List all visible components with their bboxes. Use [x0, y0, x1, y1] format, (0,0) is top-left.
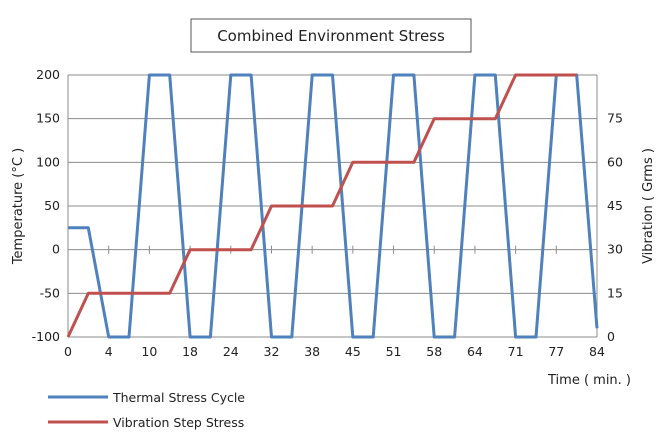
x-tick-label: 45 — [345, 344, 361, 359]
y2-tick-label: 0 — [607, 329, 615, 344]
x-tick-label: 38 — [304, 344, 320, 359]
x-tick-label: 0 — [64, 344, 72, 359]
legend: Thermal Stress Cycle Vibration Step Stre… — [48, 390, 245, 430]
y2-tick-label: 75 — [607, 111, 623, 126]
y2-tick-label: 15 — [607, 285, 623, 300]
y2-tick-label: 60 — [607, 154, 623, 169]
y-tick-label: 0 — [52, 242, 60, 257]
y-tick-label: -100 — [32, 329, 60, 344]
y2-tick-label: 45 — [607, 198, 623, 213]
legend-label-thermal: Thermal Stress Cycle — [112, 390, 245, 405]
x-tick-label: 10 — [141, 344, 157, 359]
y-tick-label: 150 — [36, 111, 60, 126]
x-tick-label: 84 — [589, 344, 605, 359]
x-tick-label: 51 — [386, 344, 402, 359]
y2-axis-label: Vibration ( Grms ) — [641, 148, 656, 264]
x-tick-label: 58 — [426, 344, 442, 359]
x-tick-label: 32 — [264, 344, 280, 359]
vibration-step-line — [66, 73, 577, 338]
chart-title: Combined Environment Stress — [217, 27, 445, 45]
y-tick-label: 100 — [36, 154, 60, 169]
thermal-stress-line — [68, 73, 599, 339]
x-tick-label: 77 — [548, 344, 564, 359]
x-tick-label: 18 — [182, 344, 198, 359]
x-tick-label: 24 — [223, 344, 239, 359]
legend-label-vibration: Vibration Step Stress — [113, 415, 244, 430]
y2-tick-label: 30 — [607, 242, 623, 257]
y-tick-label: 200 — [36, 67, 60, 82]
x-tick-label: 64 — [467, 344, 483, 359]
y-tick-label: -50 — [40, 285, 60, 300]
title-box — [190, 18, 472, 53]
x-axis-label: Time ( min. ) — [547, 373, 631, 388]
y-axis-label: Temperature (°C ) — [11, 148, 26, 265]
y-tick-label: 50 — [44, 198, 60, 213]
x-tick-label: 4 — [105, 344, 113, 359]
x-tick-label: 71 — [508, 344, 524, 359]
